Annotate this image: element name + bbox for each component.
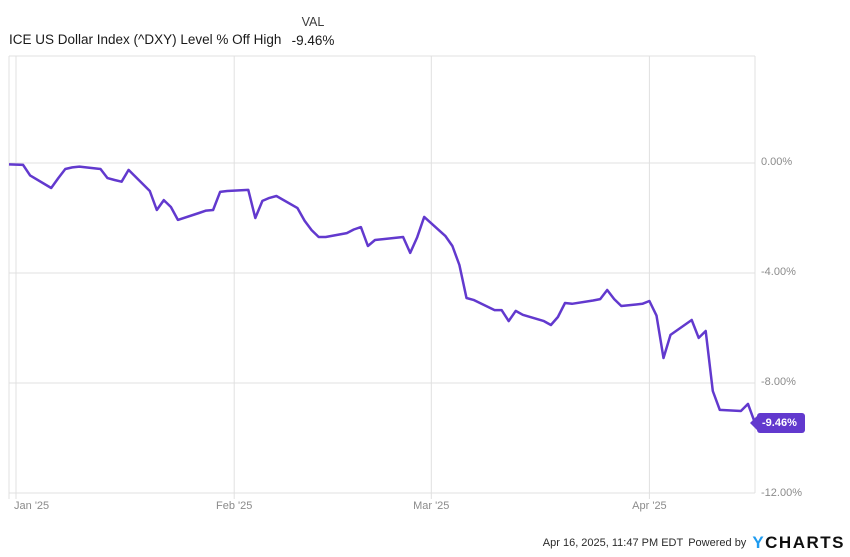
y-axis-label: -8.00% [761,376,796,389]
footer: Apr 16, 2025, 11:47 PM EDT Powered by YC… [543,533,845,553]
chart-title: ICE US Dollar Index (^DXY) Level % Off H… [9,32,282,47]
x-axis-label: Mar '25 [413,500,450,512]
x-axis-label: Feb '25 [216,500,253,512]
badge-pointer-icon [750,416,757,431]
ycharts-logo[interactable]: YCHARTS [752,533,845,553]
footer-powered-by: Powered by [688,537,747,549]
y-axis-label: -4.00% [761,266,796,279]
badge-text: -9.46% [762,417,797,430]
current-value-block: VAL -9.46% [281,13,345,50]
x-axis-label: Jan '25 [14,500,50,512]
footer-timestamp: Apr 16, 2025, 11:47 PM EDT [542,537,684,549]
ycharts-logo-charts: CHARTS [765,533,845,552]
val-current-value: -9.46% [291,33,335,48]
last-value-badge: -9.46% [750,413,805,434]
ycharts-logo-y: Y [752,533,766,552]
y-axis-label: 0.00% [761,156,793,169]
series-line[interactable] [8,163,757,424]
x-axis-label: Apr '25 [632,500,667,512]
y-axis-label: -12.00% [761,486,802,499]
val-column-header: VAL [301,15,325,29]
